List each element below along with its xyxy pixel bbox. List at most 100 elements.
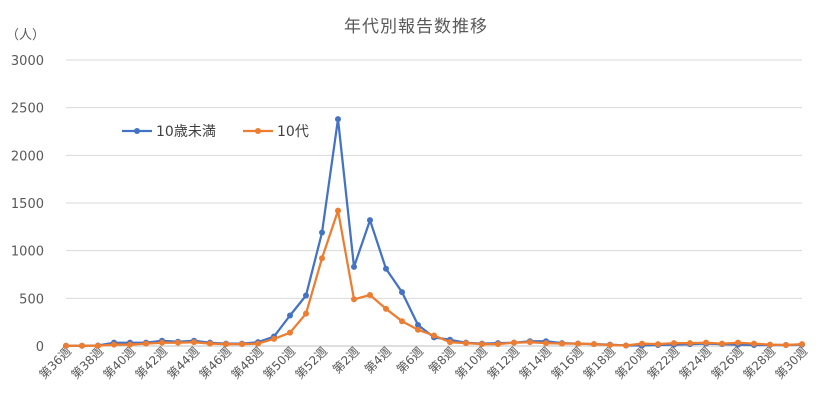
x-tick-label: 第50週 <box>260 344 298 382</box>
data-point <box>799 341 805 348</box>
x-tick-label: 第28週 <box>740 344 778 382</box>
data-point <box>591 341 597 348</box>
data-point <box>303 292 309 299</box>
data-point <box>463 340 469 347</box>
y-tick-label: 1000 <box>11 245 44 260</box>
x-tick-label: 第6週 <box>394 344 426 376</box>
data-point <box>159 339 165 346</box>
data-point <box>447 339 453 346</box>
data-point <box>575 340 581 347</box>
legend-swatch-marker <box>134 128 140 134</box>
data-point <box>735 339 741 346</box>
data-point <box>751 340 757 347</box>
data-point <box>415 322 421 329</box>
x-tick-label: 第10週 <box>452 344 490 382</box>
y-tick-label: 2500 <box>11 102 44 117</box>
x-tick-label: 第4週 <box>362 344 394 376</box>
y-tick-label: 500 <box>19 292 44 307</box>
data-point <box>399 289 405 296</box>
data-point <box>143 340 149 347</box>
legend-swatch-marker <box>255 128 261 134</box>
data-point <box>287 312 293 319</box>
data-point <box>559 340 565 347</box>
y-axis-unit-label: （人） <box>6 28 45 43</box>
x-tick-label: 第20週 <box>612 344 650 382</box>
data-point <box>639 340 645 347</box>
data-point <box>287 329 293 336</box>
data-point <box>335 207 341 214</box>
y-tick-label: 0 <box>36 340 44 355</box>
y-tick-label: 2000 <box>11 149 44 164</box>
data-point <box>511 339 517 346</box>
data-point <box>239 341 245 348</box>
data-point <box>367 217 373 224</box>
x-tick-label: 第26週 <box>708 344 746 382</box>
data-point <box>111 341 117 348</box>
series-lines <box>63 116 805 349</box>
data-point <box>383 305 389 312</box>
data-point <box>687 340 693 347</box>
data-point <box>223 341 229 348</box>
data-point <box>719 340 725 347</box>
data-point <box>79 342 85 349</box>
x-tick-label: 第44週 <box>164 344 202 382</box>
x-tick-label: 第22週 <box>644 344 682 382</box>
x-tick-label: 第30週 <box>772 344 810 382</box>
data-point <box>703 339 709 346</box>
data-point <box>95 342 101 349</box>
data-point <box>399 318 405 325</box>
x-tick-label: 第48週 <box>228 344 266 382</box>
data-point <box>351 296 357 303</box>
series-0 <box>63 116 805 349</box>
data-point <box>191 339 197 346</box>
data-point <box>127 341 133 348</box>
data-point <box>415 326 421 333</box>
x-tick-label: 第16週 <box>548 344 586 382</box>
data-point <box>351 263 357 270</box>
data-point <box>175 339 181 346</box>
data-point <box>319 229 325 236</box>
chart-title: 年代別報告数推移 <box>344 17 488 37</box>
legend-label: 10歳未満 <box>156 124 216 140</box>
x-tick-label: 第24週 <box>676 344 714 382</box>
data-point <box>303 310 309 317</box>
data-point <box>527 339 533 346</box>
legend: 10歳未満 10代 <box>122 124 309 140</box>
data-point <box>319 255 325 262</box>
data-point <box>367 291 373 298</box>
data-point <box>255 340 261 347</box>
data-point <box>543 340 549 347</box>
data-point <box>767 341 773 348</box>
x-tick-label: 第42週 <box>132 344 170 382</box>
x-tick-label: 第46週 <box>196 344 234 382</box>
x-tick-label: 第14週 <box>516 344 554 382</box>
data-point <box>431 332 437 339</box>
y-tick-label: 1500 <box>11 197 44 212</box>
x-tick-label: 第52週 <box>292 344 330 382</box>
x-tick-label: 第12週 <box>484 344 522 382</box>
legend-item-0: 10歳未満 <box>122 124 216 140</box>
x-tick-label: 第18週 <box>580 344 618 382</box>
grid-lines <box>66 59 802 347</box>
data-point <box>607 342 613 349</box>
data-point <box>655 341 661 348</box>
legend-label: 10代 <box>277 124 309 140</box>
data-point <box>271 335 277 342</box>
data-point <box>671 340 677 347</box>
series-1 <box>63 207 805 349</box>
y-tick-label: 3000 <box>11 54 44 69</box>
series-line <box>65 117 803 347</box>
data-point <box>479 341 485 348</box>
data-point <box>623 342 629 349</box>
data-point <box>335 116 341 123</box>
x-tick-label: 第2週 <box>330 344 362 376</box>
data-point <box>383 265 389 272</box>
series-line <box>66 209 803 347</box>
data-point <box>63 342 69 349</box>
data-point <box>495 341 501 348</box>
data-point <box>783 342 789 349</box>
x-tick-label: 第38週 <box>68 344 106 382</box>
x-tick-label: 第40週 <box>100 344 138 382</box>
